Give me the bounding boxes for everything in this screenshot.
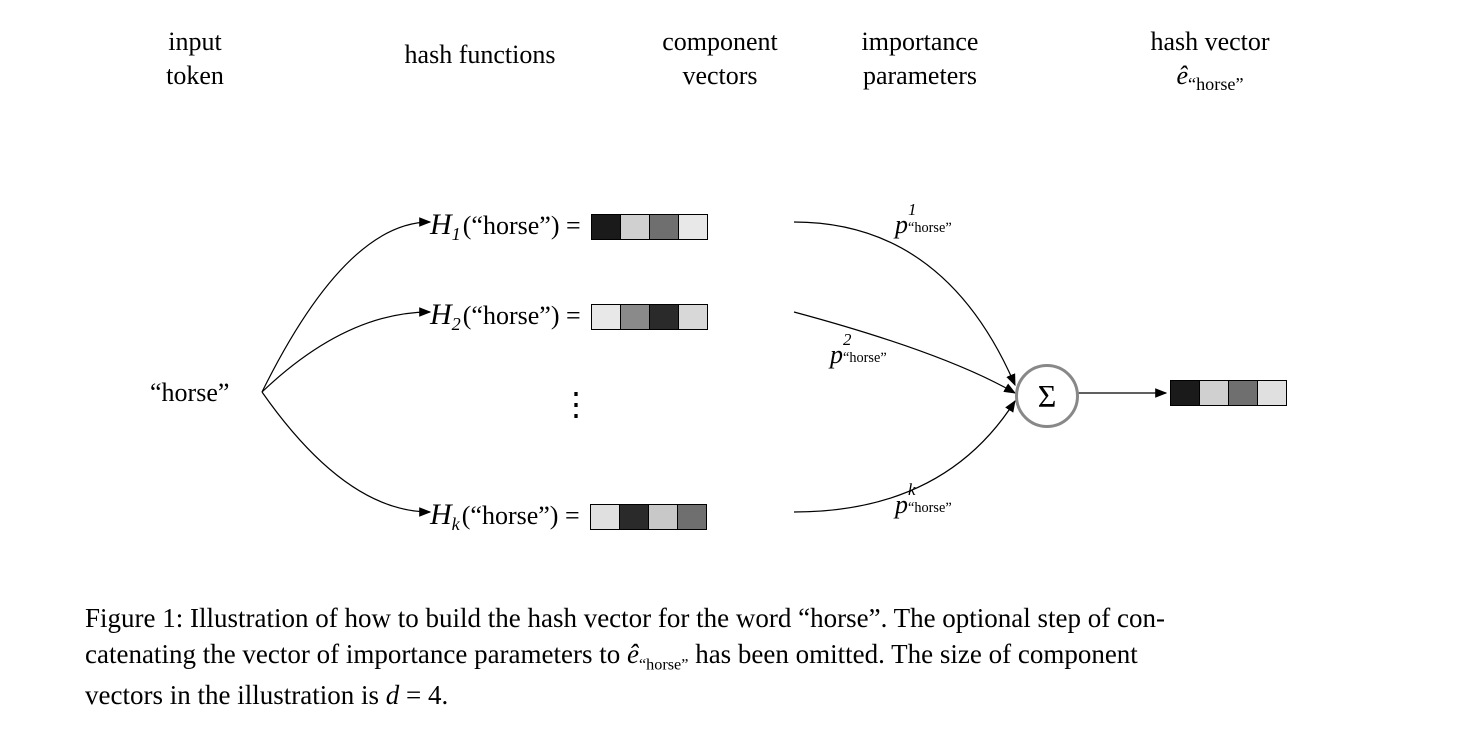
importance-param-2: p2“horse”: [830, 340, 843, 370]
vector-cell: [1258, 381, 1286, 405]
header-hash-vector-symbol: ê“horse”: [1110, 59, 1310, 97]
caption-line1: Figure 1: Illustration of how to build t…: [85, 600, 1385, 636]
importance-param-1: p1“horse”: [895, 210, 908, 240]
figure-caption: Figure 1: Illustration of how to build t…: [85, 600, 1385, 713]
vector-cell: [592, 305, 621, 329]
vector-cell: [1200, 381, 1229, 405]
input-word: “horse”: [150, 378, 229, 408]
hash-function-label: Hk(“horse”) =: [430, 498, 580, 535]
vector-cell: [592, 215, 621, 239]
vector-cell: [650, 305, 679, 329]
header-importance-parameters: importance parameters: [840, 25, 1000, 93]
header-hash-functions: hash functions: [405, 38, 556, 72]
caption-line2: catenating the vector of importance para…: [85, 636, 1385, 676]
vector-cell: [650, 215, 679, 239]
vector-cell: [679, 305, 707, 329]
vector-cell: [679, 215, 707, 239]
header-input-line1: input token: [166, 27, 224, 90]
diagram-container: input token hash functions component vec…: [0, 0, 1464, 744]
hash-row-2: H2(“horse”) =: [430, 298, 708, 335]
header-hash-vector: hash vector ê“horse”: [1110, 25, 1310, 97]
hash-function-label: H2(“horse”) =: [430, 298, 581, 335]
vector-cell: [620, 505, 649, 529]
vector-cell: [678, 505, 706, 529]
vector-cell: [649, 505, 678, 529]
header-input-token: input token: [135, 25, 255, 93]
vector-cell: [621, 215, 650, 239]
hash-function-label: H1(“horse”) =: [430, 208, 581, 245]
importance-param-3: pk“horse”: [895, 490, 908, 520]
vector-cell: [1171, 381, 1200, 405]
component-vector: [590, 504, 707, 530]
component-vector: [591, 214, 708, 240]
vector-cell: [621, 305, 650, 329]
caption-line3: vectors in the illustration is d = 4.: [85, 677, 1385, 713]
vector-cell: [1229, 381, 1258, 405]
vector-cell: [591, 505, 620, 529]
hash-row-1: H1(“horse”) =: [430, 208, 708, 245]
hash-row-3: Hk(“horse”) =: [430, 498, 707, 535]
sum-node: Σ: [1015, 364, 1079, 428]
component-vector: [591, 304, 708, 330]
output-hash-vector: [1170, 380, 1287, 406]
header-component-vectors: component vectors: [640, 25, 800, 93]
vertical-dots: ⋮: [560, 385, 592, 423]
